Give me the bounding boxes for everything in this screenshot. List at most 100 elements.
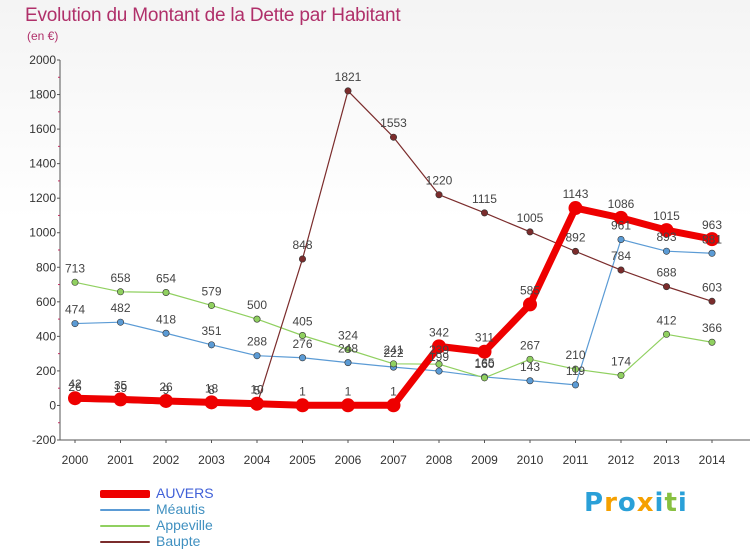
data-label: 418 xyxy=(156,312,176,326)
data-point-baupte xyxy=(617,266,625,274)
data-point-baupte xyxy=(298,255,306,263)
data-point-baupte xyxy=(662,283,670,291)
data-label: 276 xyxy=(292,337,312,351)
data-label: 784 xyxy=(611,249,631,263)
data-point-auvers xyxy=(432,339,446,354)
data-point-appeville xyxy=(253,315,261,323)
data-label: 18 xyxy=(205,381,219,395)
data-point-appeville xyxy=(298,331,306,339)
data-label: 342 xyxy=(429,325,449,339)
data-label: 1553 xyxy=(380,116,407,130)
data-point-appeville xyxy=(208,301,216,309)
data-point-méautis xyxy=(71,320,79,328)
data-point-appeville xyxy=(162,288,170,296)
logo-letter: i xyxy=(654,488,665,518)
data-point-appeville xyxy=(435,360,443,368)
data-point-appeville xyxy=(117,288,125,296)
data-point-auvers xyxy=(250,396,264,411)
data-label: 239 xyxy=(429,343,449,357)
series-line-auvers xyxy=(71,204,716,409)
y-tick-label: 1400 xyxy=(29,157,56,171)
data-label: 1 xyxy=(299,384,306,398)
data-point-auvers xyxy=(705,232,719,247)
data-point-appeville xyxy=(389,360,397,368)
y-tick-label: 1000 xyxy=(29,226,56,240)
logo-letter: x xyxy=(636,488,655,518)
data-point-auvers xyxy=(113,392,128,407)
y-tick-label: 0 xyxy=(49,398,56,412)
data-label: 199 xyxy=(429,350,449,364)
data-label: 1115 xyxy=(472,192,497,206)
data-labels: 42 35 26 18 10 1 1 1 342 311 585 1143 1086 1015 963 474… xyxy=(65,70,722,398)
y-tick-label: 1600 xyxy=(29,122,56,136)
data-label: 1 xyxy=(345,384,352,398)
legend-swatch xyxy=(100,525,150,527)
axes: -200 0 200 400 600 800 1000 1200 1400 1600 1800 200… xyxy=(29,53,750,467)
logo-letter: t xyxy=(664,488,678,518)
data-label: 1821 xyxy=(335,70,362,84)
data-point-auvers xyxy=(68,391,82,406)
data-label: 658 xyxy=(110,271,130,285)
x-tick-label: 2008 xyxy=(426,453,453,467)
data-label: 500 xyxy=(247,298,267,312)
data-label: 654 xyxy=(156,271,176,285)
y-tick-label: 600 xyxy=(36,295,56,309)
data-label: 405 xyxy=(292,315,312,329)
chart-title: Evolution du Montant de la Dette par Hab… xyxy=(25,5,401,26)
x-tick-label: 2011 xyxy=(563,453,589,467)
data-label: 713 xyxy=(65,261,85,275)
data-point-auvers xyxy=(568,201,583,216)
data-label: 160 xyxy=(474,357,494,371)
data-label: 10 xyxy=(250,383,264,397)
logo-letter: o xyxy=(617,488,637,518)
data-label: 474 xyxy=(65,303,85,317)
data-label: 5 xyxy=(254,384,261,398)
data-point-baupte xyxy=(435,191,443,199)
data-point-méautis xyxy=(571,381,579,389)
data-label: 603 xyxy=(702,280,722,294)
x-tick-label: 2009 xyxy=(471,453,498,467)
y-tick-label: 1800 xyxy=(29,88,56,102)
data-point-baupte xyxy=(344,87,352,95)
legend-label: AUVERS xyxy=(156,485,214,501)
data-label: 174 xyxy=(611,354,631,368)
data-label: 482 xyxy=(110,301,130,315)
data-point-baupte xyxy=(571,247,579,255)
logo-letter: i xyxy=(677,488,688,518)
x-tick-label: 2000 xyxy=(62,453,89,467)
logo-letter: r xyxy=(604,488,618,518)
data-label: 19 xyxy=(114,381,128,395)
data-point-méautis xyxy=(162,329,170,337)
data-label: 248 xyxy=(338,342,358,356)
data-label: 210 xyxy=(565,348,585,362)
data-label: 241 xyxy=(383,343,403,357)
y-tick-label: 200 xyxy=(36,364,56,378)
data-label: 585 xyxy=(520,283,540,297)
data-point-auvers xyxy=(159,393,173,408)
data-point-auvers xyxy=(386,398,401,413)
data-label: 143 xyxy=(520,360,540,374)
x-tick-label: 2004 xyxy=(244,453,271,467)
data-label: 26 xyxy=(68,380,82,394)
data-label: 288 xyxy=(247,335,267,349)
y-tick-label: 2000 xyxy=(29,53,56,67)
data-point-auvers xyxy=(341,398,355,413)
data-label: 311 xyxy=(475,331,494,345)
data-point-auvers xyxy=(477,344,492,359)
x-tick-label: 2002 xyxy=(153,453,180,467)
data-point-baupte xyxy=(708,297,716,305)
data-point-méautis xyxy=(344,359,352,367)
data-point-auvers xyxy=(614,210,628,225)
data-label: 848 xyxy=(292,238,312,252)
data-label: 1143 xyxy=(563,187,589,201)
x-tick-label: 2005 xyxy=(289,453,316,467)
data-label: 119 xyxy=(566,364,585,378)
data-point-auvers xyxy=(204,395,219,410)
proxiti-logo: Proxiti xyxy=(584,488,688,518)
data-label: 1220 xyxy=(426,174,453,188)
data-point-méautis xyxy=(526,377,534,385)
data-point-méautis xyxy=(298,354,306,362)
legend-label: Baupte xyxy=(156,533,201,549)
data-label: 222 xyxy=(383,346,403,360)
